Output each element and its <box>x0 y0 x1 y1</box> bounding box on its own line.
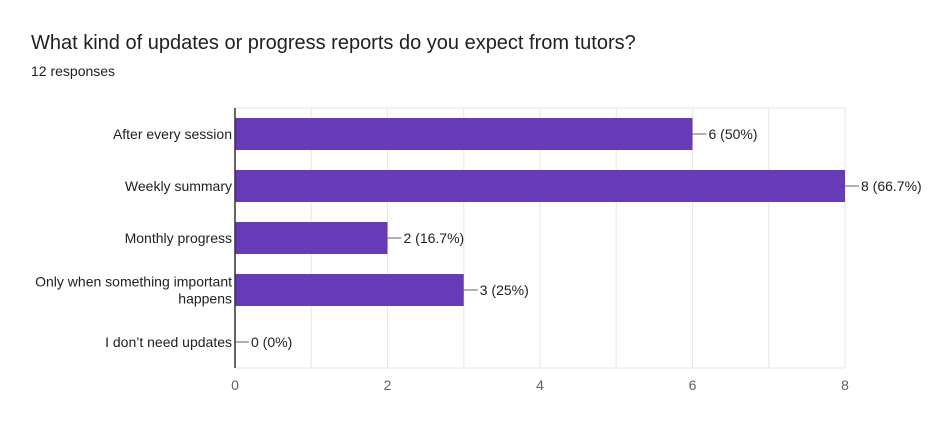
response-count: 12 responses <box>31 63 116 79</box>
x-tick-label: 2 <box>384 377 392 393</box>
bar <box>235 118 693 150</box>
category-label: Weekly summary <box>125 178 232 194</box>
category-label: I don’t need updates <box>105 334 232 350</box>
data-label: 6 (50%) <box>709 126 758 142</box>
data-label: 2 (16.7%) <box>404 230 465 246</box>
x-tick-label: 8 <box>841 377 849 393</box>
data-label: 0 (0%) <box>251 334 292 350</box>
x-tick-label: 4 <box>536 377 544 393</box>
question-title: What kind of updates or progress reports… <box>31 32 636 54</box>
data-label: 8 (66.7%) <box>861 178 922 194</box>
bar <box>235 170 845 202</box>
category-label: After every session <box>113 126 232 142</box>
x-tick-label: 0 <box>231 377 239 393</box>
x-tick-label: 6 <box>689 377 697 393</box>
bar <box>235 222 388 254</box>
category-label: Only when something important happens <box>35 274 232 307</box>
data-label: 3 (25%) <box>480 282 529 298</box>
bar <box>235 274 464 306</box>
category-label: Monthly progress <box>125 230 232 246</box>
